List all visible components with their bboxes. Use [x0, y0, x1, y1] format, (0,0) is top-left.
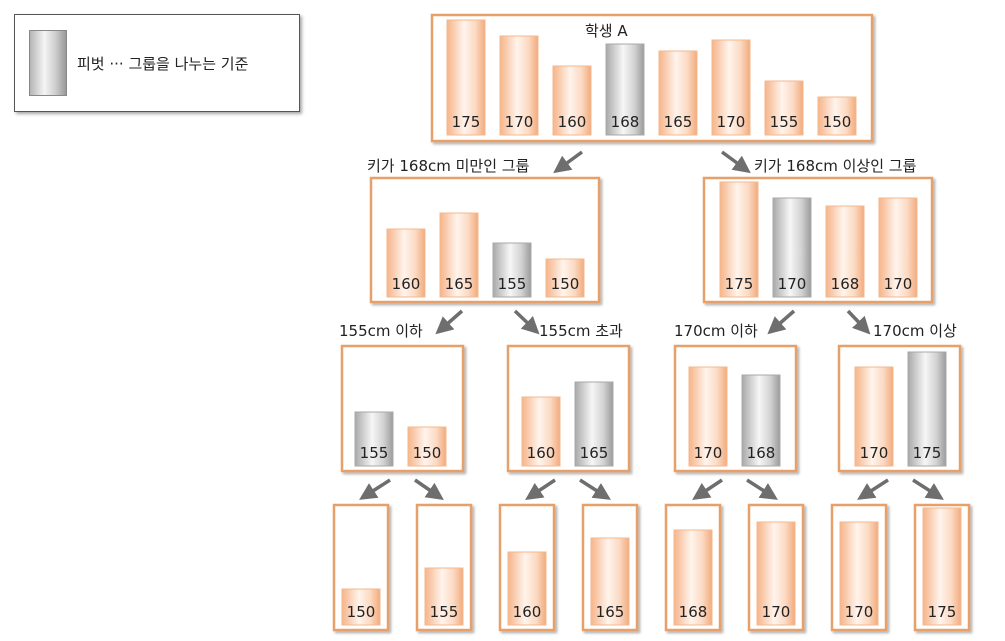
root-bar-5	[658, 50, 698, 136]
level2-4-bar-2-label: 175	[913, 444, 942, 462]
leaf-bar-6-label: 170	[762, 603, 791, 621]
level2-1-bar-2-label: 150	[413, 444, 442, 462]
level1-left-label: 키가 168cm 미만인 그룹	[367, 157, 530, 175]
leaf-bar-5	[673, 529, 713, 626]
arrow-8	[414, 478, 444, 500]
level2-2-bar-2-label: 165	[580, 444, 609, 462]
root-bar-7	[764, 80, 804, 136]
level1-2-bar-2	[772, 197, 812, 298]
root-label: 학생 A	[585, 22, 628, 40]
root-bar-2-label: 170	[505, 113, 534, 131]
level2-3-bar-2-label: 168	[747, 444, 776, 462]
level2-4-bar-1-label: 170	[860, 444, 889, 462]
level1-2-bar-1-label: 175	[725, 275, 754, 293]
level2-3-bar-1-label: 170	[694, 444, 723, 462]
arrow-10	[579, 478, 611, 500]
leaf-bar-6	[756, 521, 796, 626]
legend: 피벗 ··· 그룹을 나누는 기준	[14, 14, 300, 112]
root-bar-6	[711, 39, 751, 136]
arrow-4	[513, 309, 540, 335]
level2-1-bar-1-label: 155	[360, 444, 389, 462]
leaf-bar-5-label: 168	[679, 603, 708, 621]
root-bar-3-label: 160	[558, 113, 587, 131]
level1-1-bar-1	[386, 228, 426, 298]
level1-1-bar-4-label: 150	[551, 275, 580, 293]
level2-4-bar-2	[907, 351, 947, 467]
arrow-3	[435, 309, 464, 335]
leaf-bar-4	[590, 537, 630, 626]
level2-2-bar-2	[574, 381, 614, 467]
root-bar-4-label: 168	[611, 113, 640, 131]
leaf-bar-8-label: 175	[928, 603, 957, 621]
level2-label-2: 155cm 초과	[539, 322, 623, 340]
leaf-bar-7	[839, 521, 879, 626]
leaf-bar-1	[341, 588, 381, 626]
level1-2-bar-2-label: 170	[778, 275, 807, 293]
root-bar-5-label: 165	[664, 113, 693, 131]
level2-3-bar-1	[688, 366, 728, 467]
root-bar-1-label: 175	[452, 113, 481, 131]
leaf-bar-4-label: 165	[596, 603, 625, 621]
level2-label-1: 155cm 이하	[339, 322, 423, 340]
level1-1-bar-4	[545, 258, 585, 298]
arrow-7	[359, 478, 391, 500]
level2-1-bar-2	[407, 426, 447, 467]
arrow-2	[720, 150, 751, 174]
level1-1-bar-2-label: 165	[445, 275, 474, 293]
root-bar-8-label: 150	[823, 113, 852, 131]
arrow-12	[746, 478, 778, 500]
leaf-bar-3-label: 160	[513, 603, 542, 621]
root-bar-6-label: 170	[717, 113, 746, 131]
arrow-13	[857, 478, 889, 500]
root-bar-7-label: 155	[770, 113, 799, 131]
level1-1-bar-1-label: 160	[392, 275, 421, 293]
root-bar-8	[817, 96, 857, 136]
root-bar-3	[552, 65, 592, 136]
arrow-11	[692, 478, 723, 500]
leaf-bar-3	[507, 551, 547, 626]
leaf-bar-2	[424, 567, 464, 626]
level2-label-3: 170cm 이하	[674, 322, 758, 340]
legend-text: 피벗 ··· 그룹을 나누는 기준	[77, 55, 249, 73]
leaf-bar-2-label: 155	[430, 603, 459, 621]
root-bar-2	[499, 35, 539, 136]
level1-2-bar-1	[719, 181, 759, 298]
level1-right-label: 키가 168cm 이상인 그룹	[754, 157, 917, 175]
level1-2-bar-4-label: 170	[884, 275, 913, 293]
arrow-9	[525, 478, 556, 500]
level1-1-bar-2	[439, 212, 479, 298]
level1-2-bar-3-label: 168	[831, 275, 860, 293]
level2-4-bar-1	[854, 366, 894, 467]
level1-1-bar-3	[492, 242, 532, 298]
level2-1-bar-1	[354, 411, 394, 467]
level1-2-bar-3	[825, 205, 865, 298]
level1-1-bar-3-label: 155	[498, 275, 527, 293]
arrow-5	[767, 309, 796, 335]
level1-2-bar-4	[878, 197, 918, 298]
arrow-1	[553, 150, 584, 174]
arrow-14	[912, 478, 944, 500]
root-bar-1	[446, 19, 486, 136]
level2-2-bar-1	[521, 396, 561, 467]
root-box	[430, 13, 874, 143]
root-bar-4	[605, 43, 645, 136]
level2-2-bar-1-label: 160	[527, 444, 556, 462]
leaf-bar-1-label: 150	[347, 603, 376, 621]
arrow-6	[846, 309, 871, 335]
pivot-swatch	[29, 30, 67, 96]
level2-label-4: 170cm 이상	[873, 322, 957, 340]
leaf-bar-8	[922, 507, 962, 626]
leaf-bar-7-label: 170	[845, 603, 874, 621]
level2-3-bar-2	[741, 374, 781, 467]
